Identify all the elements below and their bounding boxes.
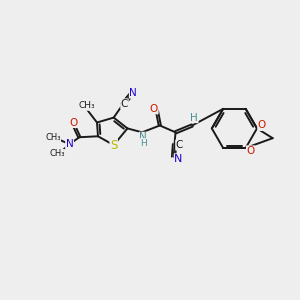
Text: O: O [258,121,266,130]
Text: O: O [69,118,78,128]
Text: N: N [139,132,147,142]
Text: CH₃: CH₃ [49,149,64,158]
Text: N: N [66,139,74,149]
Text: O: O [150,104,158,114]
Text: C: C [176,140,183,150]
Text: H: H [140,139,146,148]
Text: N: N [129,88,137,98]
Text: S: S [110,139,117,152]
Text: H: H [190,112,198,123]
Text: C: C [121,99,128,109]
Text: CH₃: CH₃ [45,133,61,142]
Text: O: O [247,146,255,156]
Text: CH₃: CH₃ [79,101,95,110]
Text: N: N [174,154,183,164]
